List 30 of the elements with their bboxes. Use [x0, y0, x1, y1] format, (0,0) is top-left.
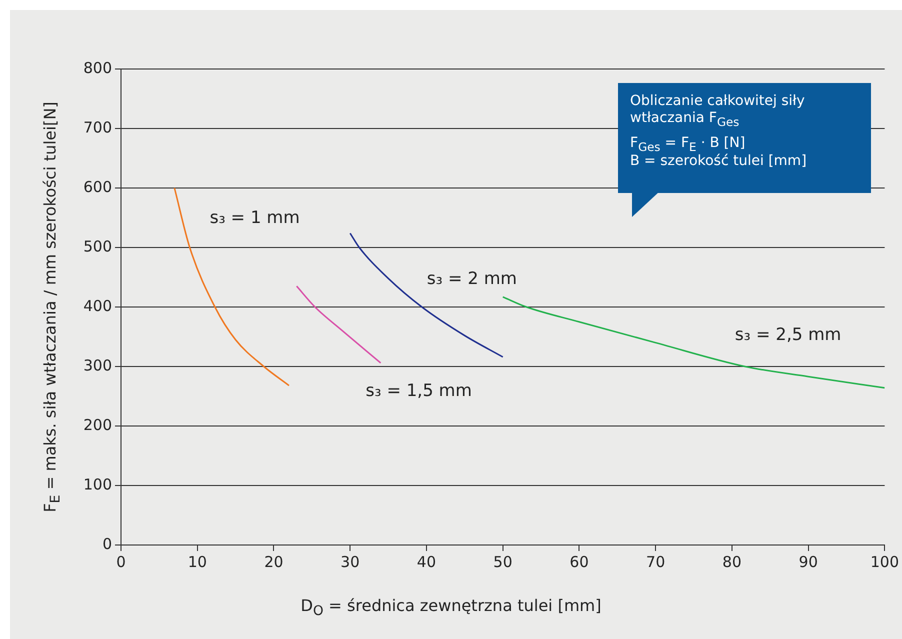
y-tick-label: 300: [83, 356, 112, 374]
line-series: [296, 285, 382, 364]
x-axis-title: D$_{O}$ = średnica zewnętrzna tulei [mm]: [300, 596, 602, 620]
y-tick-label: 400: [83, 296, 112, 315]
y-tick-label: 700: [83, 118, 112, 136]
y-tick-label: 100: [83, 475, 112, 494]
series-label: s₃ = 2,5 mm: [734, 324, 842, 344]
x-tick-label: 90: [798, 552, 818, 571]
y-tick-label: 600: [83, 178, 112, 196]
annotation: B = szerokość tulei [mm]: [630, 153, 808, 170]
series-label: s₃ = 1,5 mm: [366, 380, 472, 401]
x-tick-label: 20: [264, 552, 284, 571]
y-tick-label: 200: [83, 416, 112, 434]
y-tick-label: 0: [102, 534, 112, 553]
x-tick-label: 80: [722, 552, 742, 571]
x-tick-label: 50: [493, 552, 512, 571]
x-tick-label: 40: [416, 552, 436, 571]
line-series: [502, 296, 885, 389]
annotation: Obliczanie całkowitej siły wtłaczania F$_{Ges}$: [630, 93, 806, 129]
y-tick-label: 500: [83, 237, 112, 256]
x-tick-label: 100: [870, 552, 900, 571]
y-tick-label: 800: [83, 58, 112, 77]
x-tick-label: 60: [570, 552, 589, 571]
annotation: F$_{Ges}$ = F$_{E}$ · B [N]: [630, 134, 746, 154]
series-label: s₃ = 2 mm: [426, 269, 517, 289]
x-tick-label: 30: [340, 552, 360, 571]
x-tick-label: 70: [646, 552, 666, 571]
series-label: s₃ = 1 mm: [210, 208, 300, 228]
x-tick-label: 10: [188, 552, 207, 571]
x-tick-label: 0: [116, 552, 126, 571]
